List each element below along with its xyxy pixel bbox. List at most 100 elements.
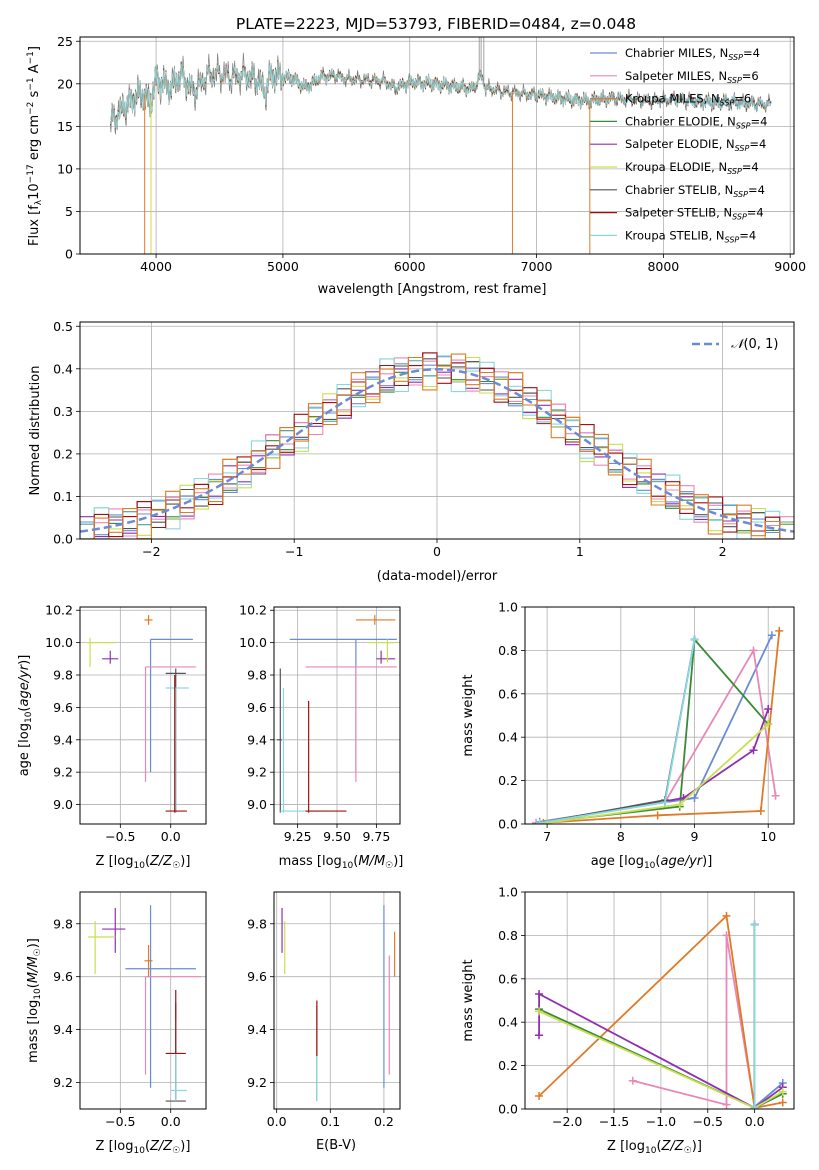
plot-area: [80, 352, 794, 539]
y-tick-label: 0.3: [53, 404, 73, 419]
y-tick-label: 9.2: [53, 1075, 73, 1090]
legend-entry: Kroupa MILES, NSSP=6: [625, 92, 751, 108]
y-tick-label: 9.8: [247, 916, 267, 931]
data-point: [778, 1087, 787, 1096]
series-line: [538, 914, 783, 1109]
data-point: [690, 635, 699, 644]
axes-frame: [524, 606, 795, 825]
y-tick-label: 0.4: [498, 730, 518, 745]
x-tick-label: 9.75: [362, 829, 390, 844]
y-tick-label: 9.2: [247, 1075, 267, 1090]
data-point: [778, 1098, 787, 1107]
legend-entry: Chabrier MILES, NSSP=4: [625, 46, 760, 62]
data-point: [749, 646, 758, 655]
plot-area: [532, 626, 784, 824]
y-tick-label: 20: [57, 76, 73, 91]
plot-area: [535, 911, 787, 1109]
data-point: [628, 1076, 637, 1085]
plot-area: [88, 905, 201, 1102]
data-point: [675, 800, 684, 809]
y-tick-label: 0.2: [498, 1058, 518, 1073]
y-tick-label: 0.1: [53, 489, 73, 504]
data-point: [767, 631, 776, 640]
grid: [274, 892, 400, 1109]
y-tick-label: 15: [57, 119, 73, 134]
x-tick-label: 6000: [394, 259, 426, 274]
series-line: [539, 639, 696, 824]
y-axis-label: mass weight: [461, 959, 476, 1041]
grid: [525, 606, 794, 825]
y-tick-label: 9.2: [53, 765, 73, 780]
axes-frame: [79, 891, 207, 1110]
legend-entry: 𝒩(0, 1): [731, 337, 778, 352]
series-line: [539, 637, 769, 824]
legend-entry: Salpeter STELIB, NSSP=4: [625, 206, 764, 222]
panel-massweight-vs-age: 7 8 9 10 0.0 0.2 0.4 0.6 0.8 1.0 mass weight age [l…: [461, 600, 795, 871]
x-tick-label: −0.5: [105, 829, 135, 844]
x-tick-label: −0.5: [693, 1114, 723, 1129]
y-tick-label: 0.8: [498, 643, 518, 658]
grid: [80, 892, 206, 1109]
y-tick-label: 10.0: [239, 635, 267, 650]
data-point: [750, 920, 759, 929]
y-tick-label: 1.0: [498, 885, 518, 900]
data-point: [535, 989, 544, 998]
y-tick-label: 10.2: [45, 603, 73, 618]
series-line: [539, 708, 770, 824]
x-tick-label: 1: [576, 544, 584, 559]
data-point: [756, 806, 765, 815]
panel-mass-vs-EBV: 0.0 0.1 0.2 9.2 9.4 9.6 9.8 E(B-V): [247, 891, 401, 1153]
legend-entry: Salpeter ELODIE, NSSP=4: [625, 137, 766, 153]
x-tick-label: 8000: [647, 259, 679, 274]
y-tick-label: 9.6: [53, 700, 73, 715]
series-line: [546, 723, 769, 824]
normal-reference-curve: [80, 368, 794, 533]
x-tick-label: 9.50: [323, 829, 351, 844]
series-line: [753, 924, 784, 1109]
y-tick-label: 9.8: [247, 668, 267, 683]
y-tick-label: 0.8: [498, 928, 518, 943]
data-point: [749, 746, 758, 755]
y-tick-label: 9.0: [53, 797, 73, 812]
data-point: [722, 911, 731, 920]
axes-frame: [79, 36, 795, 255]
x-axis-label: Z [log10(Z/Z☉)]: [607, 1139, 702, 1156]
y-tick-label: 0.4: [53, 361, 73, 376]
y-axis-label: mass [log10(M/M☉)]: [26, 938, 43, 1063]
x-axis-label: Z [log10(Z/Z☉)]: [96, 1139, 191, 1156]
y-tick-label: 9.8: [53, 668, 73, 683]
panel-age-vs-mass: 9.25 9.50 9.75 9.0 9.2 9.4 9.6 9.8 10.0 10.2 mass …: [239, 603, 403, 871]
y-tick-label: 25: [57, 34, 73, 49]
data-point: [771, 791, 780, 800]
x-tick-label: 5000: [267, 259, 299, 274]
legend-entry: Salpeter MILES, NSSP=6: [625, 69, 759, 85]
y-tick-label: 0.5: [53, 319, 73, 334]
x-tick-label: 0.0: [161, 829, 181, 844]
y-tick-label: 10: [57, 161, 73, 176]
y-tick-label: 9.0: [247, 797, 267, 812]
y-tick-label: 0.4: [498, 1015, 518, 1030]
panel-spectrum: 4000 5000 6000 7000 8000 9000 0 5 10 15 20 25 wavele…: [26, 34, 806, 297]
data-point: [535, 1091, 544, 1100]
histogram-series: [80, 353, 794, 539]
y-tick-label: 5: [65, 204, 73, 219]
series-line: [632, 935, 756, 1107]
x-tick-label: −2: [142, 544, 160, 559]
x-tick-label: 0.2: [374, 1114, 394, 1129]
x-tick-label: 0.0: [267, 1114, 287, 1129]
x-tick-label: 7000: [521, 259, 553, 274]
axes-frame: [273, 891, 401, 1110]
plot-area: [87, 615, 196, 813]
legend-entry: Kroupa ELODIE, NSSP=4: [625, 160, 759, 176]
y-tick-label: 0.6: [498, 971, 518, 986]
y-tick-label: 9.2: [247, 765, 267, 780]
legend-entry: Kroupa STELIB, NSSP=4: [625, 228, 756, 244]
y-axis-label: Flux [fλ10−17 erg cm−2 s−1 A−1]: [26, 46, 44, 246]
y-tick-label: 9.6: [247, 700, 267, 715]
x-axis-label: mass [log10(M/M☉)]: [279, 854, 404, 871]
y-tick-label: 10.0: [45, 635, 73, 650]
panel-mass-vs-Z: −0.5 0.0 9.2 9.4 9.6 9.8 Z [log10(Z/Z☉)] mass […: [26, 891, 207, 1156]
axes-frame: [524, 891, 795, 1110]
legend-entry: Chabrier STELIB, NSSP=4: [625, 183, 765, 199]
axes-frame: [79, 606, 207, 825]
